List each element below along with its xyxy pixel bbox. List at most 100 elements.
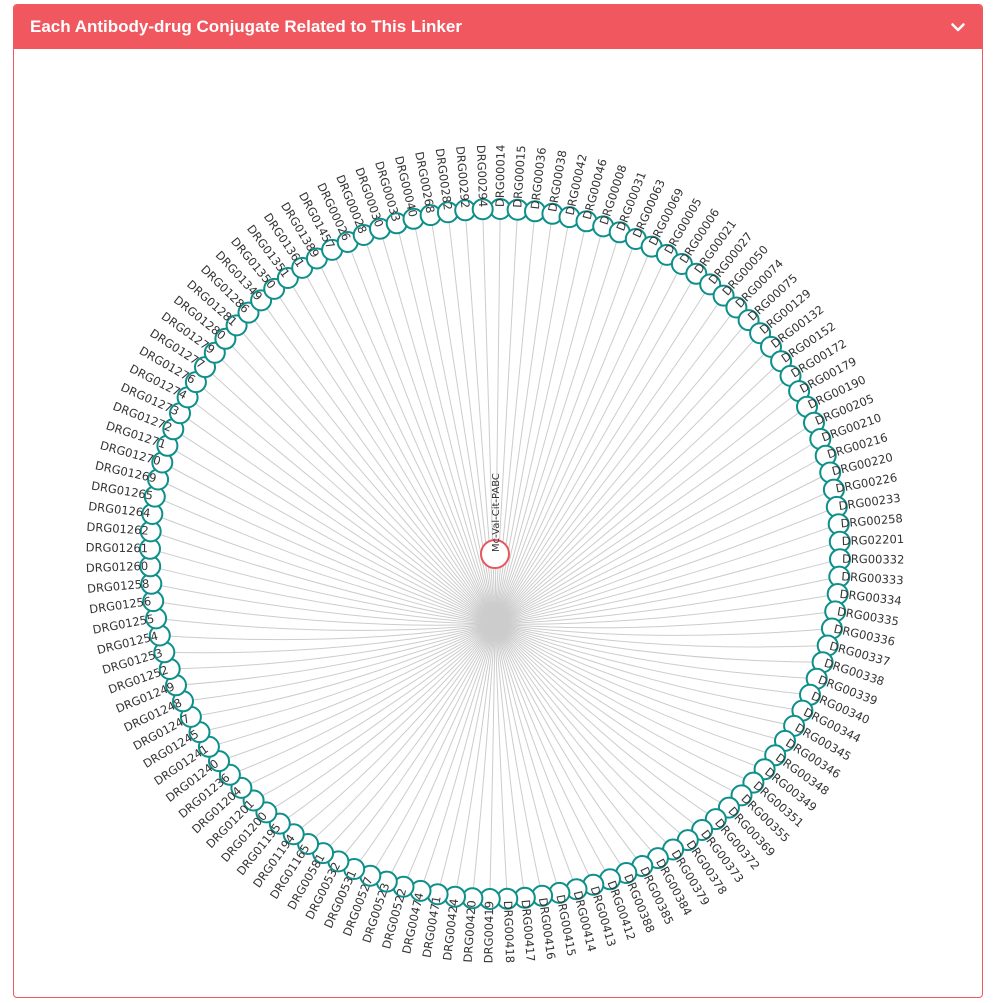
edge (494, 506, 837, 625)
edge (338, 623, 496, 862)
edge (494, 360, 782, 625)
edge (199, 623, 496, 733)
edge (494, 623, 659, 859)
edge (494, 623, 828, 648)
edge (494, 623, 742, 796)
edge (182, 623, 496, 702)
adc-node-label[interactable]: DRG01260 (86, 559, 149, 575)
edge (190, 623, 496, 718)
edge (494, 623, 786, 742)
adc-node-label[interactable]: DRG00292 (453, 146, 472, 209)
linker-center-node[interactable] (480, 539, 510, 569)
edge (187, 397, 496, 625)
edge (494, 610, 836, 629)
edge (494, 623, 543, 896)
adc-node-label[interactable]: DRG00015 (510, 145, 528, 208)
edge (316, 258, 496, 625)
edge (494, 375, 791, 625)
adc-node-label[interactable]: DRG01262 (86, 520, 149, 538)
edge (494, 438, 821, 625)
edge (482, 209, 496, 625)
edge (494, 623, 508, 899)
edge (494, 422, 815, 625)
linker-adc-network: DRG00014 DRG00015 DRG00036DRG00038DRG00042… (86, 145, 905, 964)
edge (150, 565, 496, 625)
adc-node-label[interactable]: DRG00419 (481, 901, 496, 964)
edge (153, 600, 496, 626)
edge (494, 208, 501, 625)
adc-panel: Each Antibody-drug Conjugate Related to … (13, 4, 983, 998)
edge (430, 215, 496, 625)
edge (167, 445, 496, 625)
edge (494, 576, 840, 625)
adc-node-label[interactable]: DRG00014 (493, 145, 508, 208)
edge (494, 623, 643, 867)
edge (494, 623, 795, 727)
adc-node[interactable] (471, 198, 494, 221)
edge (494, 346, 772, 625)
edge (494, 558, 841, 625)
panel-title: Each Antibody-drug Conjugate Related to … (30, 17, 462, 36)
adc-node-label[interactable]: DRG00294 (474, 145, 490, 208)
adc-node-label[interactable]: DRG01261 (86, 540, 149, 555)
edge (494, 623, 674, 850)
edge (494, 232, 621, 625)
edge (149, 548, 496, 625)
edge (159, 623, 496, 641)
edge (494, 623, 754, 784)
edge (494, 623, 832, 636)
edge (175, 623, 496, 686)
adc-node-label[interactable]: DRG01258 (87, 577, 150, 596)
edge (152, 513, 496, 625)
panel-header[interactable]: Each Antibody-drug Conjugate Related to … (14, 5, 982, 49)
edge (396, 223, 496, 625)
edge (241, 623, 496, 789)
adc-node-label[interactable]: DRG01264 (88, 499, 152, 520)
edge (494, 623, 803, 712)
chevron-down-icon[interactable] (948, 17, 968, 37)
adc-node-label[interactable]: DRG00233 (838, 491, 902, 513)
edge (331, 249, 496, 625)
edge (494, 332, 761, 625)
adc-node-label[interactable]: DRG00424 (440, 898, 461, 962)
edge (494, 623, 689, 841)
edge (162, 462, 496, 625)
edge (471, 623, 496, 899)
adc-node-label[interactable]: DRG00332 (842, 552, 905, 567)
adc-node-label[interactable]: DRG00258 (840, 511, 903, 530)
edge (494, 390, 800, 625)
adc-node-label[interactable]: DRG00036 (528, 147, 549, 211)
edge (347, 241, 496, 625)
edge (218, 623, 496, 762)
edge (437, 623, 496, 895)
adc-node-label[interactable]: DRG02201 (842, 532, 905, 548)
edge (386, 623, 496, 882)
adc-node-label[interactable]: DRG00420 (461, 900, 479, 963)
adc-node-label[interactable]: DRG00334 (839, 587, 903, 608)
adc-node-label[interactable]: DRG00333 (841, 569, 904, 587)
edge (260, 300, 496, 625)
edge (279, 623, 496, 825)
edge (494, 217, 570, 625)
edge (494, 238, 637, 625)
edge (195, 381, 496, 625)
edge (494, 209, 519, 625)
edge (494, 273, 697, 625)
edge (494, 406, 808, 625)
edge (363, 234, 496, 625)
edge (253, 623, 496, 801)
edge (301, 267, 496, 625)
edge (157, 479, 496, 625)
edge (494, 623, 776, 756)
edge (494, 623, 765, 770)
edge (287, 277, 496, 625)
edge (229, 623, 496, 776)
adc-node-label[interactable]: DRG00417 (518, 899, 537, 962)
adc-node-label[interactable]: DRG00416 (536, 897, 558, 961)
adc-node-label[interactable]: DRG00418 (501, 901, 517, 964)
edge (204, 366, 496, 625)
edge (494, 319, 749, 625)
edge (236, 325, 496, 625)
edge (494, 307, 737, 625)
edge (494, 472, 831, 625)
